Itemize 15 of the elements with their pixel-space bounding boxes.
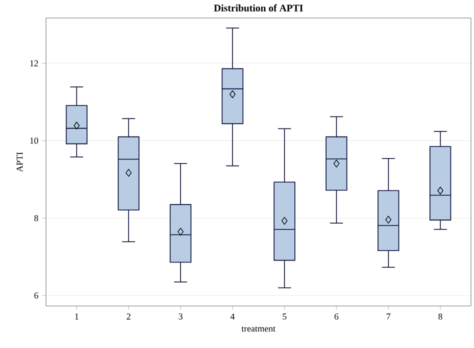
y-tick-label: 12 <box>30 60 38 66</box>
x-tick-label: 6 <box>334 314 338 320</box>
x-tick-label: 3 <box>178 314 182 320</box>
x-tick-label: 7 <box>386 314 390 320</box>
chart-title: Distribution of APTI <box>214 4 303 12</box>
x-tick-label: 4 <box>230 314 235 320</box>
x-tick-label: 8 <box>438 314 442 320</box>
x-axis-title: treatment <box>242 326 276 332</box>
y-tick-label: 6 <box>34 292 38 299</box>
y-axis-title: APTI <box>16 152 23 172</box>
x-tick-label: 5 <box>282 314 286 320</box>
x-tick-label: 1 <box>75 314 78 320</box>
y-tick-label: 10 <box>30 138 38 144</box>
y-tick-label: 8 <box>34 215 38 222</box>
x-tick-label: 2 <box>126 314 130 320</box>
